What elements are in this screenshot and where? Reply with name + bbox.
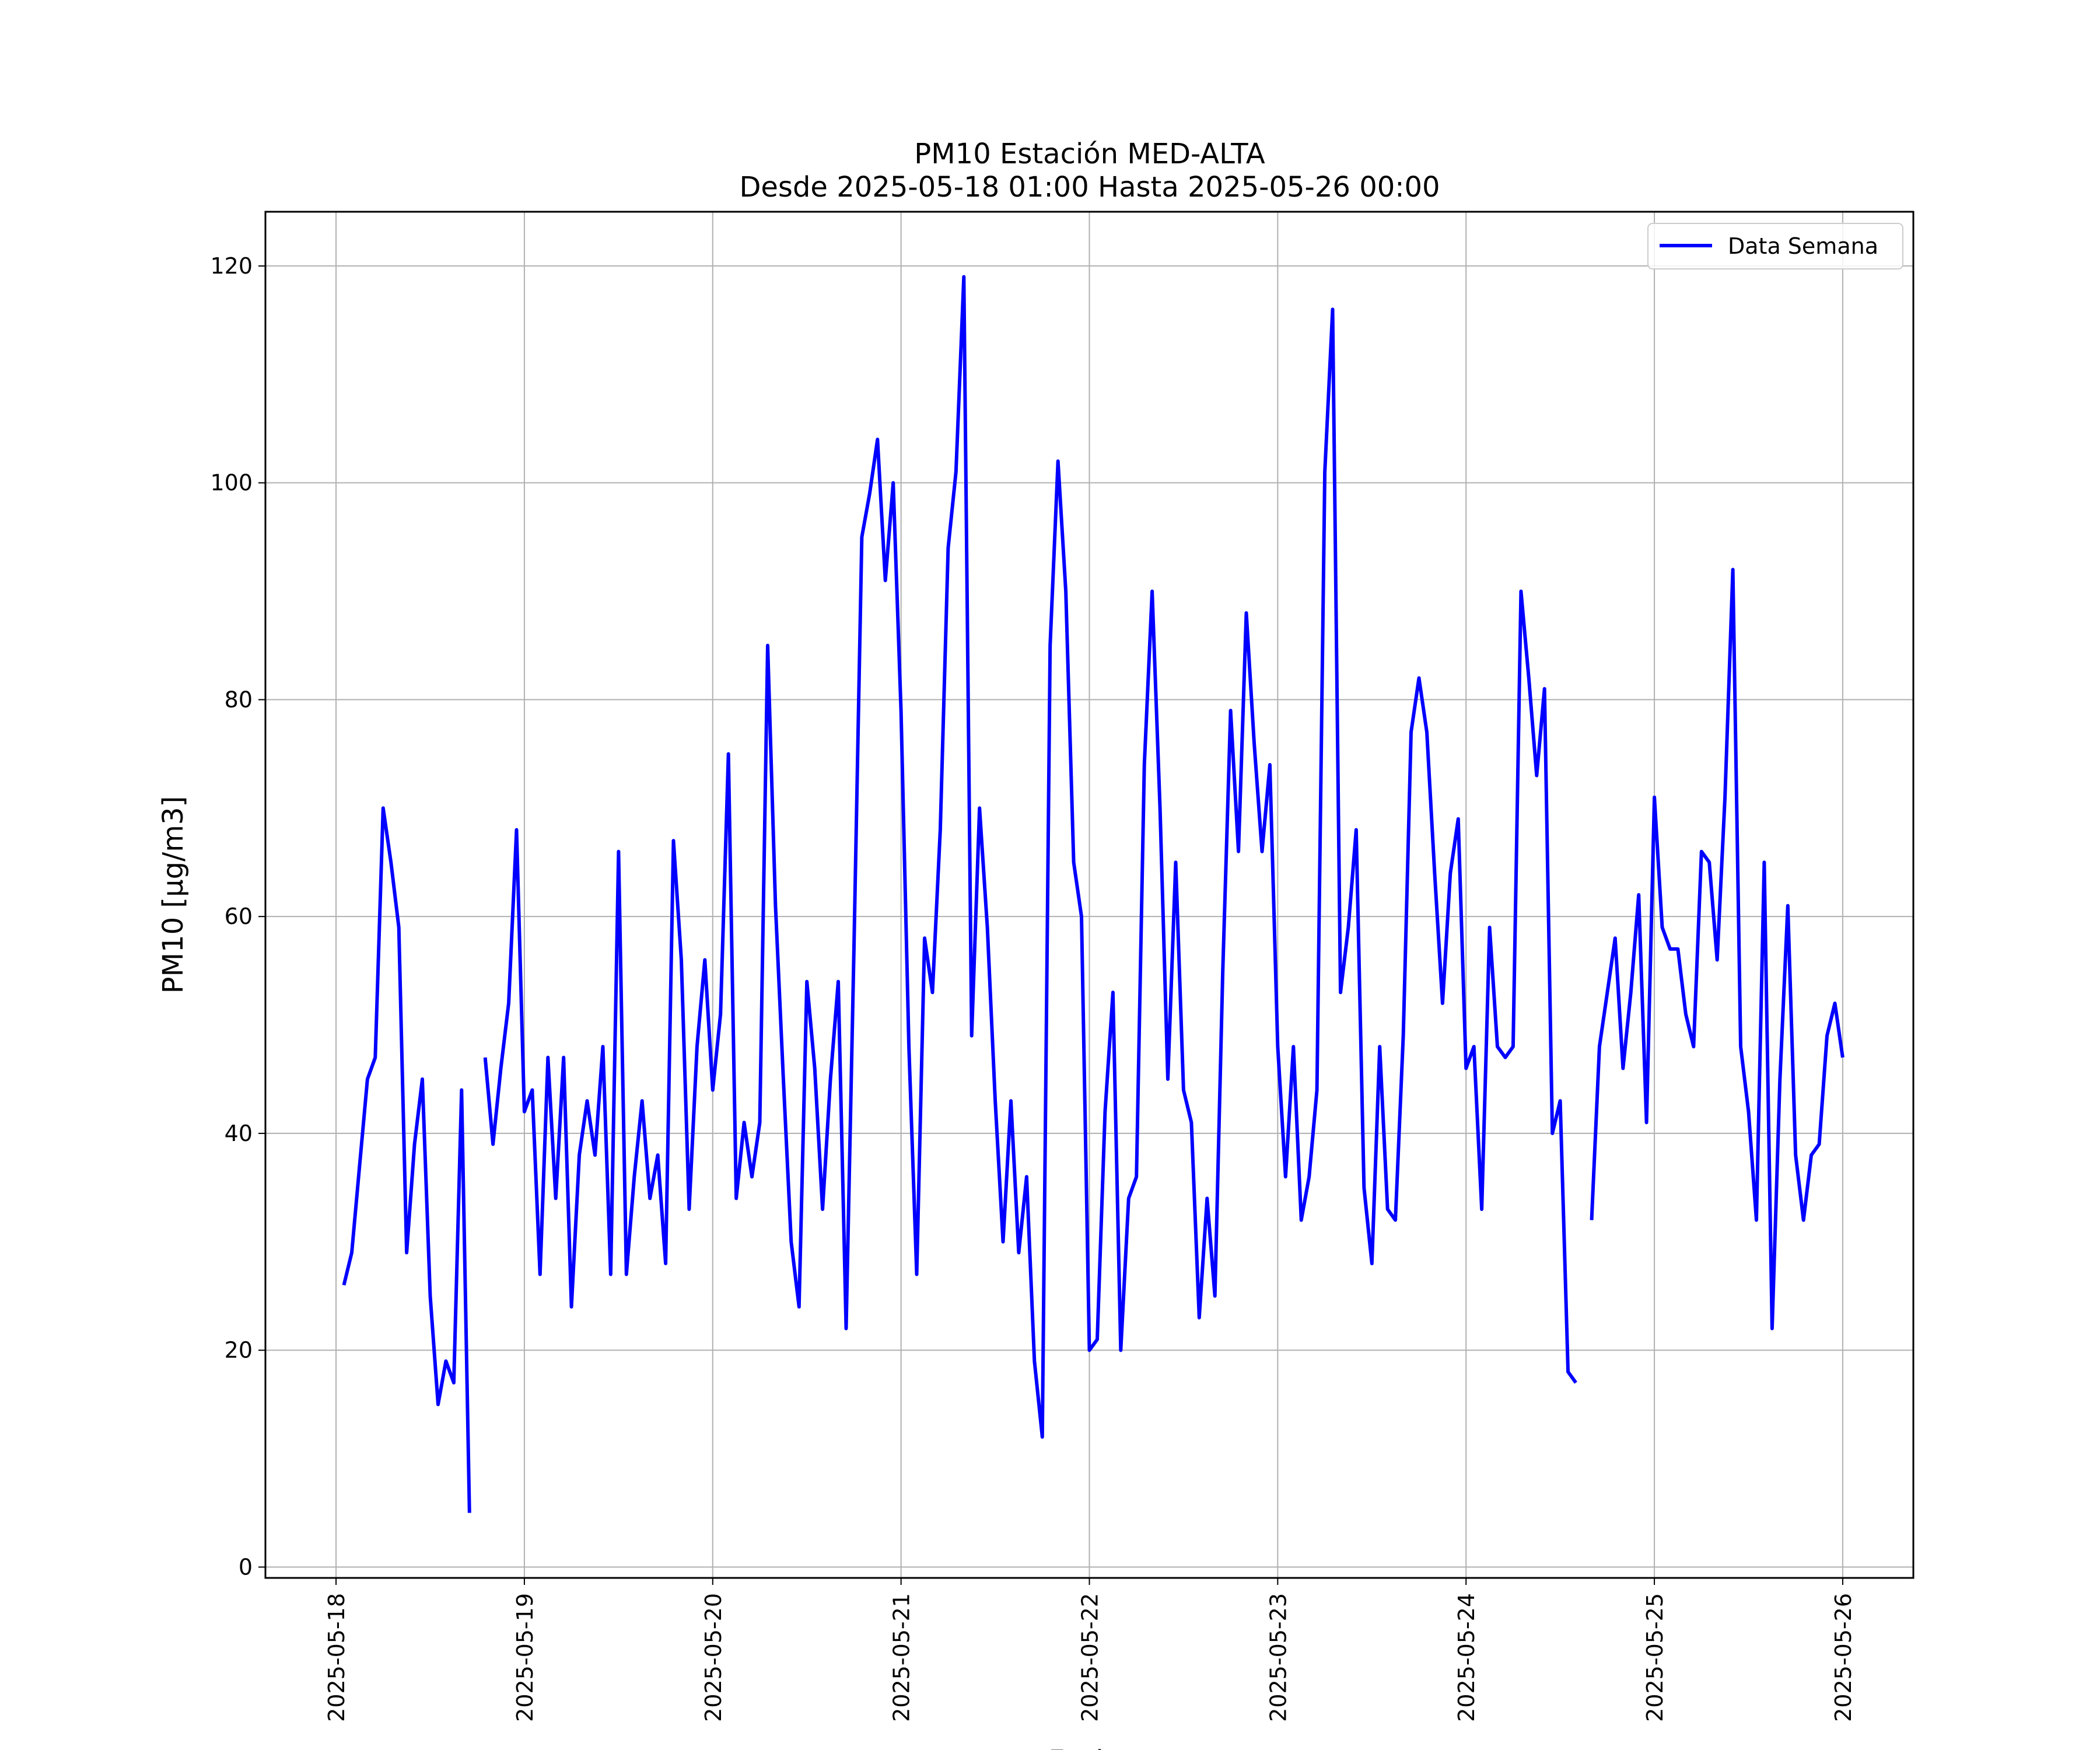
y-axis-ticks: 0 20 40 60 80 100 120 — [210, 253, 265, 1580]
y-axis-label: PM10 [μg/m3] — [157, 796, 190, 994]
grid — [265, 212, 1913, 1578]
x-tick-label: 2025-05-20 — [701, 1593, 726, 1722]
legend: Data Semana — [1647, 223, 1903, 270]
y-tick-label: 60 — [225, 904, 253, 929]
x-axis-label: Fecha — [1049, 1745, 1131, 1750]
y-tick-label: 120 — [210, 253, 253, 279]
x-tick-label: 2025-05-26 — [1831, 1593, 1856, 1722]
y-tick-label: 40 — [225, 1121, 253, 1146]
y-tick-label: 20 — [225, 1338, 253, 1363]
chart-subtitle: Desde 2025-05-18 01:00 Hasta 2025-05-26 … — [739, 171, 1440, 204]
y-tick-label: 100 — [210, 470, 253, 496]
x-tick-label: 2025-05-25 — [1642, 1593, 1668, 1722]
series-layer — [342, 275, 1845, 1513]
chart-title: PM10 Estación MED-ALTA — [914, 138, 1265, 170]
x-tick-label: 2025-05-23 — [1265, 1593, 1291, 1722]
series-line-data-semana — [342, 275, 1845, 1513]
legend-label: Data Semana — [1728, 233, 1878, 259]
legend-box — [1647, 223, 1903, 270]
x-tick-label: 2025-05-24 — [1454, 1593, 1479, 1722]
x-tick-label: 2025-05-22 — [1077, 1593, 1103, 1722]
y-tick-label: 80 — [225, 687, 253, 712]
x-tick-label: 2025-05-19 — [512, 1593, 538, 1722]
x-tick-label: 2025-05-18 — [324, 1593, 349, 1722]
x-axis-ticks: 2025-05-18 2025-05-19 2025-05-20 2025-05-21… — [324, 1578, 1856, 1722]
y-tick-label: 0 — [239, 1554, 253, 1580]
x-tick-label: 2025-05-21 — [889, 1593, 915, 1722]
